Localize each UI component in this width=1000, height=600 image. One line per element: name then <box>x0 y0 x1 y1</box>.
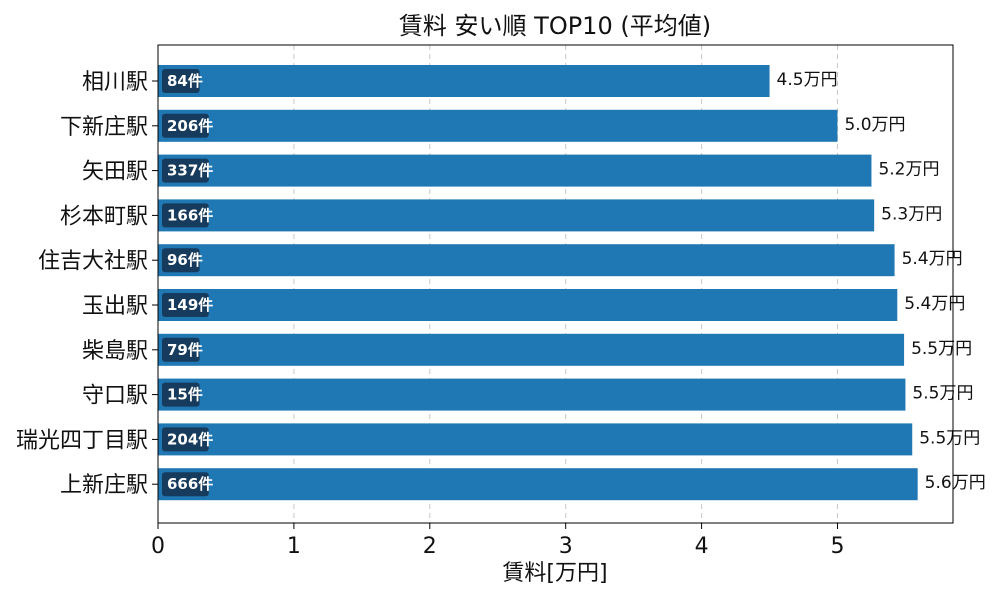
value-label: 5.5万円 <box>919 428 980 448</box>
category-label: 下新庄駅 <box>60 115 148 140</box>
category-label: 住吉大社駅 <box>38 249 148 274</box>
count-label: 166件 <box>167 206 213 224</box>
category-label: 矢田駅 <box>82 160 148 185</box>
count-label: 15件 <box>167 386 203 404</box>
bar <box>158 244 895 277</box>
value-label: 5.0万円 <box>844 115 905 135</box>
count-label: 84件 <box>167 72 203 90</box>
bar <box>158 468 918 501</box>
value-label: 5.4万円 <box>904 294 965 314</box>
count-label: 666件 <box>167 475 213 493</box>
chart-title: 賃料 安い順 TOP10 (平均値) <box>399 12 711 40</box>
x-tick-label: 5 <box>830 534 844 559</box>
value-label: 5.4万円 <box>902 249 963 269</box>
value-label: 5.5万円 <box>911 339 972 359</box>
count-badge <box>162 69 200 93</box>
value-label: 5.3万円 <box>881 204 942 224</box>
bar <box>158 423 913 456</box>
count-label: 204件 <box>167 430 213 448</box>
count-badge <box>162 158 209 183</box>
value-label: 5.6万円 <box>925 473 986 493</box>
category-label: 守口駅 <box>82 384 148 409</box>
bar <box>158 154 872 187</box>
x-tick-label: 4 <box>695 534 709 559</box>
count-label: 206件 <box>167 117 213 135</box>
count-label: 79件 <box>167 341 203 359</box>
x-ticks: 0 1 2 3 4 5 <box>151 523 844 559</box>
count-label: 337件 <box>167 162 213 180</box>
value-label: 5.2万円 <box>878 160 939 180</box>
category-label: 玉出駅 <box>82 294 148 319</box>
bar <box>158 109 838 142</box>
bar <box>158 289 898 321</box>
bars: 84件 4.5万円 206件 5.0万円 337件 5.2万円 166件 5.3万円 96件 5.… <box>158 65 986 501</box>
count-badge <box>162 113 209 138</box>
bar <box>158 199 875 232</box>
count-badge <box>162 382 200 407</box>
bar <box>158 333 905 366</box>
x-tick-label: 1 <box>287 534 301 559</box>
count-label: 96件 <box>167 251 203 269</box>
bar <box>158 65 770 97</box>
count-badge <box>162 203 209 228</box>
value-label: 5.5万円 <box>912 384 973 404</box>
x-tick-label: 3 <box>559 534 573 559</box>
category-label: 上新庄駅 <box>60 473 148 498</box>
plot-frame <box>157 44 954 524</box>
count-badge <box>162 472 209 497</box>
count-badge <box>162 248 200 273</box>
x-tick-label: 2 <box>423 534 437 559</box>
x-axis-label: 賃料[万円] <box>502 561 607 586</box>
bar <box>158 378 906 411</box>
count-badge <box>162 427 209 452</box>
count-badge <box>162 337 200 362</box>
count-badge <box>162 293 209 317</box>
category-label: 柴島駅 <box>82 339 148 364</box>
count-label: 149件 <box>167 296 213 314</box>
x-tick-label: 0 <box>151 534 165 559</box>
category-label: 瑞光四丁目駅 <box>16 428 148 453</box>
value-label: 4.5万円 <box>777 70 838 90</box>
category-label: 相川駅 <box>82 70 148 95</box>
category-label: 杉本町駅 <box>60 204 148 229</box>
